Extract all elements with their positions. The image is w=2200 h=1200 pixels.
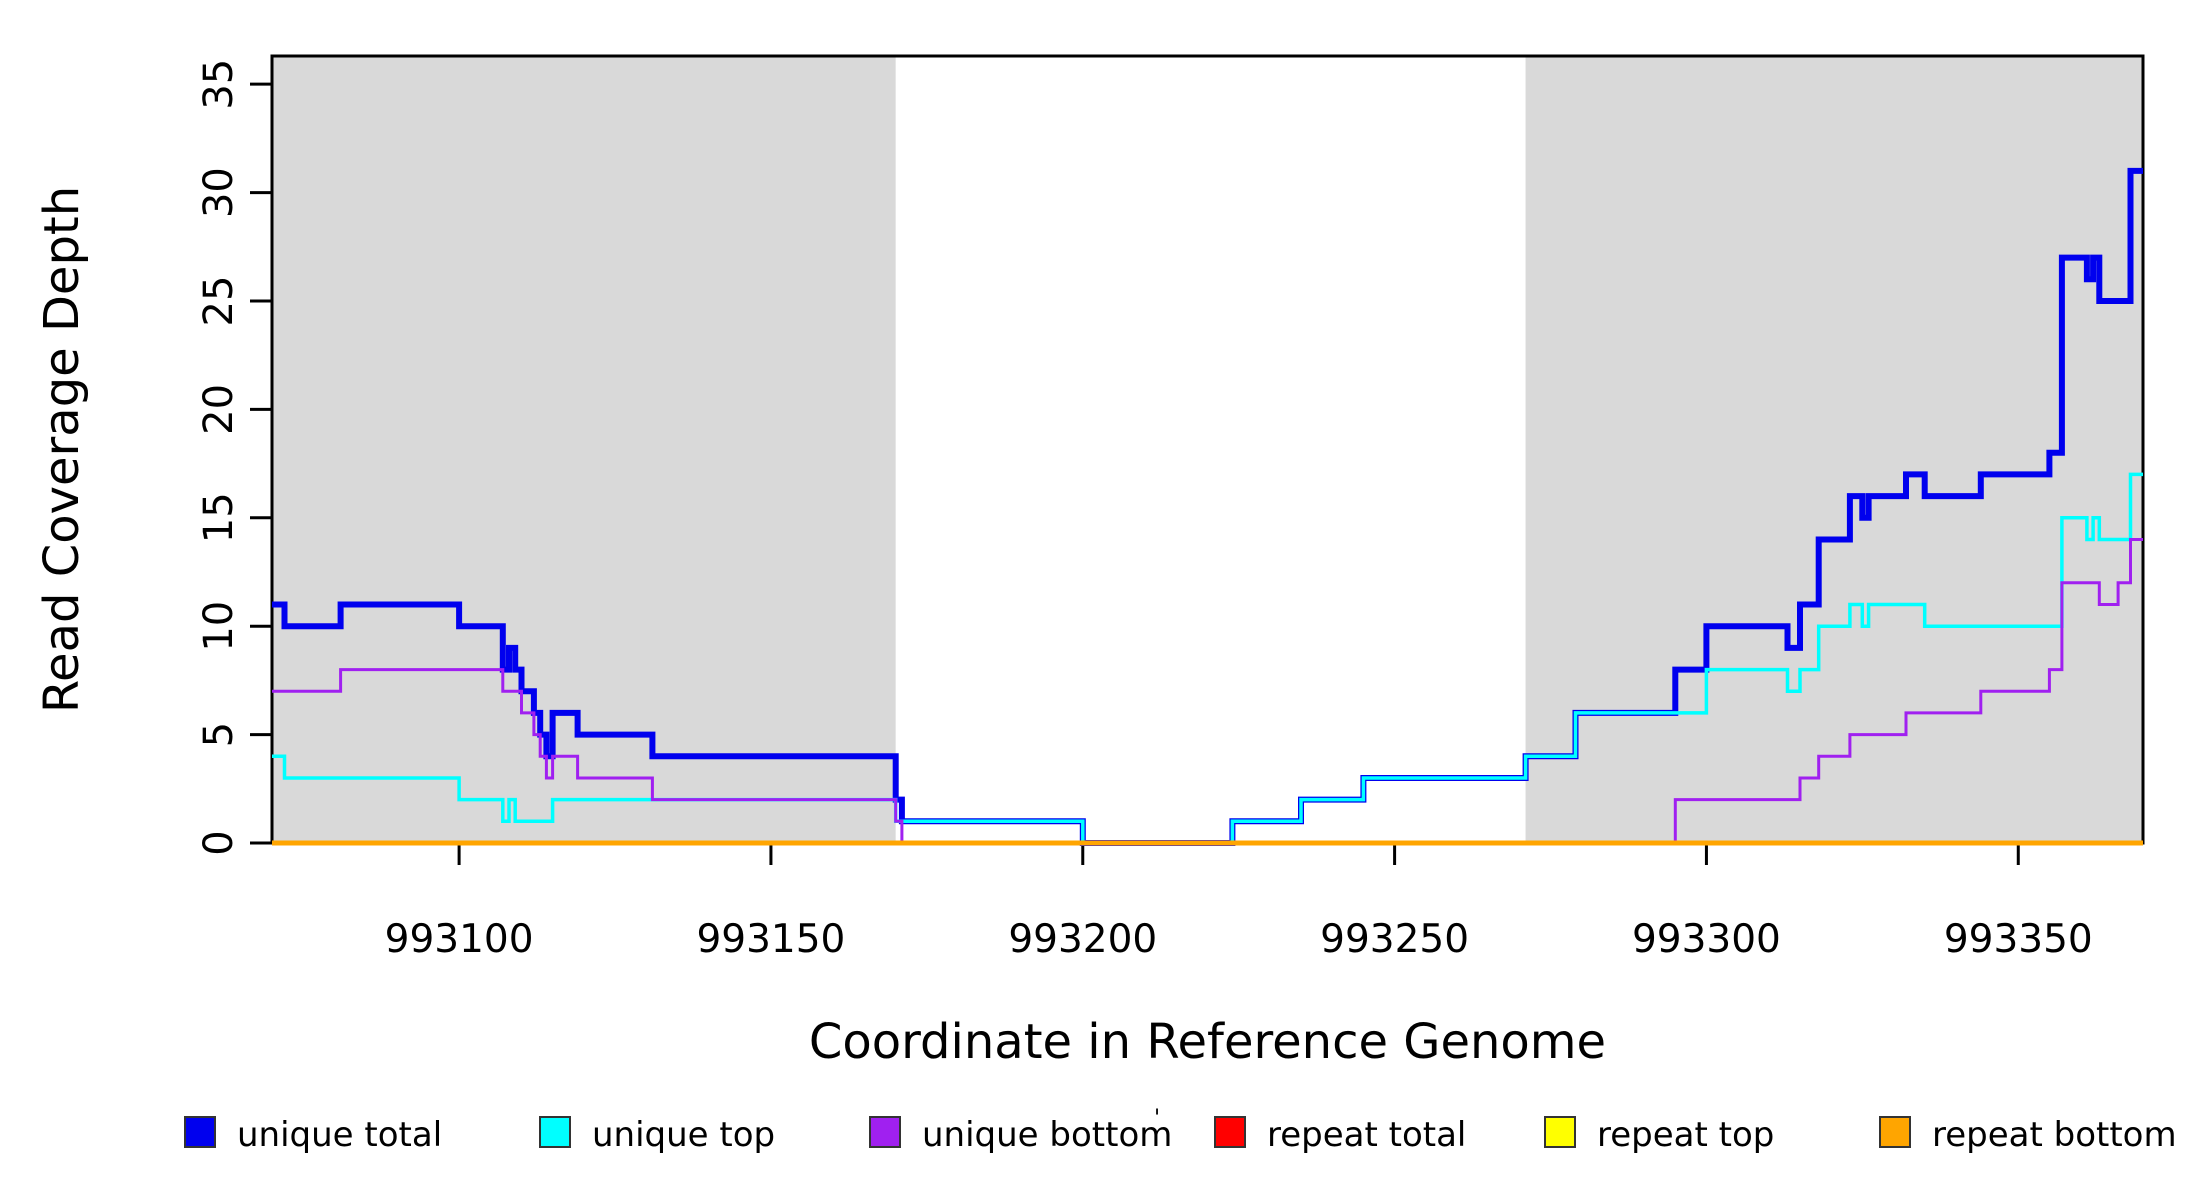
y-tick-label: 0 xyxy=(196,830,242,855)
legend-label-unique-bottom: unique bottom xyxy=(922,1115,1172,1155)
y-tick-label: 20 xyxy=(196,384,242,435)
x-axis-title: Coordinate in Reference Genome xyxy=(809,1014,1606,1070)
repeat-region-left xyxy=(272,56,896,843)
legend-label-repeat-total: repeat total xyxy=(1267,1115,1466,1155)
stray-mark: ' xyxy=(1154,1106,1160,1131)
y-tick-label: 5 xyxy=(196,722,242,747)
y-tick-label: 35 xyxy=(196,59,242,110)
legend-swatch-unique-bottom xyxy=(869,1116,901,1148)
y-tick-label: 15 xyxy=(196,492,242,543)
legend-swatch-unique-top xyxy=(539,1116,571,1148)
legend-label-unique-top: unique top xyxy=(592,1115,775,1155)
y-tick-label: 10 xyxy=(196,601,242,652)
x-tick-label: 993350 xyxy=(1944,917,2093,962)
legend-label-repeat-top: repeat top xyxy=(1597,1115,1774,1155)
repeat-region-right xyxy=(1525,56,2143,843)
x-tick-label: 993150 xyxy=(696,917,845,962)
legend-swatch-repeat-top xyxy=(1544,1116,1576,1148)
y-tick-label: 25 xyxy=(196,276,242,327)
x-tick-label: 993200 xyxy=(1008,917,1157,962)
legend-swatch-repeat-total xyxy=(1214,1116,1246,1148)
x-tick-label: 993250 xyxy=(1320,917,1469,962)
x-tick-label: 993100 xyxy=(385,917,534,962)
legend-label-repeat-bottom: repeat bottom xyxy=(1932,1115,2177,1155)
y-tick-label: 30 xyxy=(196,167,242,218)
series-line-unique-top xyxy=(272,472,2143,845)
y-axis-title: Read Coverage Depth xyxy=(34,186,90,713)
x-tick-label: 993300 xyxy=(1632,917,1781,962)
legend-label-unique-total: unique total xyxy=(237,1115,442,1155)
legend-swatch-repeat-bottom xyxy=(1879,1116,1911,1148)
legend-swatch-unique-total xyxy=(184,1116,216,1148)
